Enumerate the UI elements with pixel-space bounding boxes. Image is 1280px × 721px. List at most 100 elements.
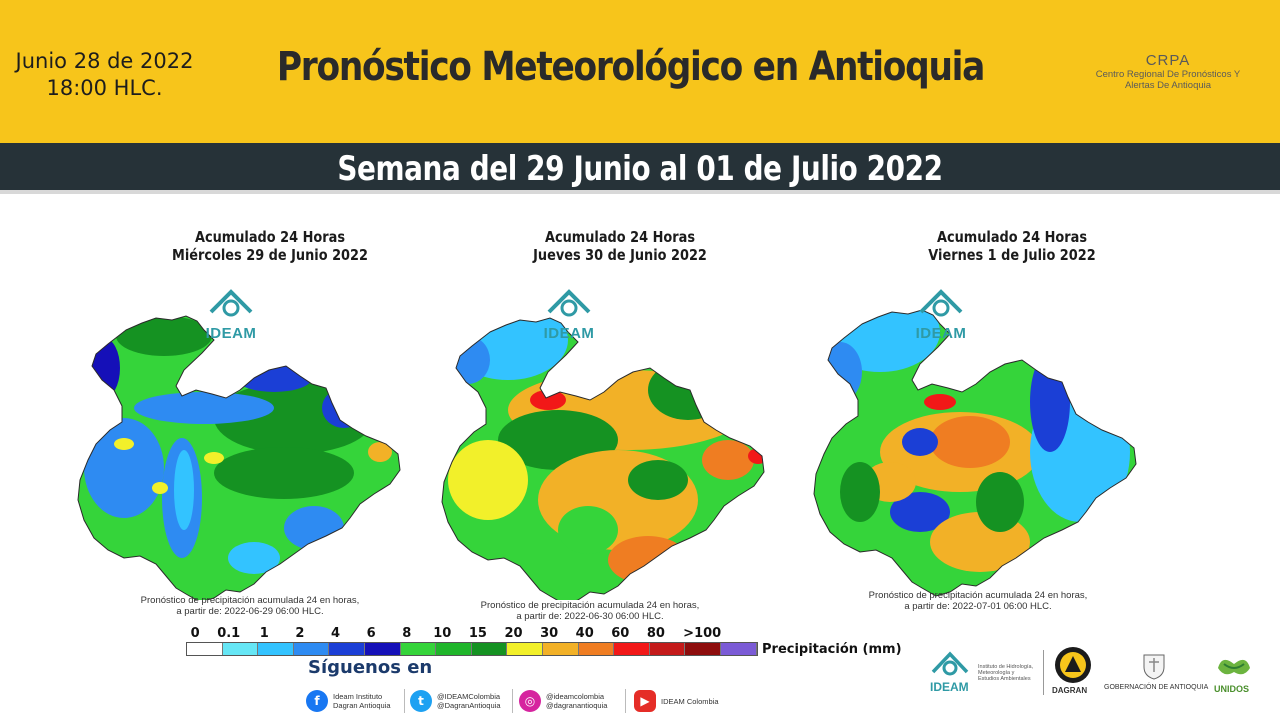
- scale-color-cell: [578, 643, 615, 655]
- twitter-icon[interactable]: t: [410, 690, 432, 712]
- social-handle: @IDEAMColombia: [437, 692, 501, 701]
- scale-tick-label: >100: [683, 626, 722, 641]
- scale-color-cell: [400, 643, 437, 655]
- map-note-line: Pronóstico de precipitación acumulada 24…: [140, 595, 360, 606]
- social-twitter[interactable]: t @IDEAMColombia @DagranAntioquia: [410, 687, 501, 715]
- header-banner: Junio 28 de 2022 18:00 HLC. Pronóstico M…: [0, 0, 1280, 143]
- map-note-1: Pronóstico de precipitación acumulada 24…: [70, 595, 430, 617]
- scale-labels: 0 0.1 1 2 4 6 8 10 15 20 30 40 60 80 >100: [186, 626, 756, 642]
- map-date-line: Jueves 30 de Junio 2022: [533, 246, 707, 264]
- map-note-line: a partir de: 2022-07-01 06:00 HLC.: [904, 601, 1052, 612]
- scale-color-cell: [293, 643, 330, 655]
- map-title-line: Acumulado 24 Horas: [936, 228, 1087, 246]
- youtube-icon[interactable]: ▶: [634, 690, 656, 712]
- map-title-line: Acumulado 24 Horas: [194, 228, 345, 246]
- map-note-line: a partir de: 2022-06-30 06:00 HLC.: [516, 611, 664, 622]
- scale-tick-label: 60: [611, 626, 630, 641]
- map-note-line: a partir de: 2022-06-29 06:00 HLC.: [176, 606, 324, 617]
- crpa-name-line: Alertas De Antioquia: [1124, 80, 1212, 91]
- ideam-subtitle-line: Estudios Ambientales: [978, 676, 1031, 682]
- scale-tick-label: 4: [330, 626, 341, 641]
- coat-of-arms-icon: [1143, 654, 1165, 680]
- forecast-map-panel-2: Acumulado 24 Horas Jueves 30 de Junio 20…: [418, 200, 778, 630]
- logo-divider: [1043, 650, 1044, 695]
- map-date-line: Miércoles 29 de Junio 2022: [172, 246, 368, 264]
- unidos-logo-label: UNIDOS: [1214, 684, 1250, 694]
- map-note-line: Pronóstico de precipitación acumulada 24…: [868, 590, 1088, 601]
- scale-color-cell: [685, 643, 721, 655]
- issue-time-line: 18:00 HLC.: [46, 76, 163, 100]
- social-divider: [404, 689, 405, 713]
- social-instagram[interactable]: ◎ @ideamcolombia @dagranantioquia: [519, 687, 607, 715]
- scale-tick-label: 1: [259, 626, 269, 641]
- social-youtube[interactable]: ▶ IDEAM Colombia: [634, 687, 719, 715]
- social-text: IDEAM Colombia: [661, 697, 719, 706]
- scale-color-cell: [471, 643, 508, 655]
- ideam-watermark-label: IDEAM: [543, 325, 595, 342]
- ideam-subtitle-line: Instituto de Hidrología,: [978, 664, 1034, 670]
- scale-color-cell: [542, 643, 579, 655]
- forecast-map-panel-1: Acumulado 24 Horas Miércoles 29 de Junio…: [50, 200, 410, 630]
- week-banner: Semana del 29 Junio al 01 de Julio 2022: [0, 143, 1280, 194]
- social-text: @IDEAMColombia @DagranAntioquia: [437, 692, 501, 710]
- follow-us-label: Síguenos en: [308, 657, 433, 678]
- social-divider: [625, 689, 626, 713]
- scale-color-cell: [258, 643, 294, 655]
- scale-color-cell: [720, 643, 757, 655]
- scale-tick-label: 2: [295, 626, 305, 641]
- scale-tick-label: 0.1: [217, 626, 241, 641]
- ideam-watermark: IDEAM: [196, 286, 266, 346]
- scale-tick-label: 20: [504, 626, 523, 641]
- ideam-subtitle-line: Meteorología y: [978, 670, 1015, 676]
- social-text: Ideam Instituto Dagran Antioquia: [333, 692, 391, 710]
- scale-color-cell: [222, 643, 259, 655]
- crpa-label: CRPA Centro Regional De Pronósticos Y Al…: [1088, 52, 1248, 91]
- dagran-logo-icon: [1055, 647, 1091, 683]
- social-handle: @dagranantioquia: [546, 701, 608, 710]
- map-date-line: Viernes 1 de Julio 2022: [928, 246, 1096, 264]
- precipitation-map-3: [813, 309, 1137, 597]
- scale-tick-label: 40: [575, 626, 594, 641]
- scale-color-cell: [364, 643, 401, 655]
- scale-color-bar: [186, 642, 758, 656]
- precipitation-map-1: [77, 315, 401, 600]
- instagram-icon[interactable]: ◎: [519, 690, 541, 712]
- social-handle: @DagranAntioquia: [437, 701, 501, 710]
- scale-color-cell: [614, 643, 650, 655]
- map-title-2: Acumulado 24 Horas Jueves 30 de Junio 20…: [465, 228, 775, 264]
- page-title: Pronóstico Meteorológico en Antioquia: [276, 44, 986, 90]
- scale-tick-label: 0: [190, 626, 200, 641]
- scale-color-cell: [187, 643, 223, 655]
- precipitation-map-2: [441, 317, 765, 600]
- ideam-watermark: IDEAM: [534, 286, 604, 346]
- map-note-line: Pronóstico de precipitación acumulada 24…: [480, 600, 700, 611]
- facebook-icon[interactable]: f: [306, 690, 328, 712]
- ideam-logo-label: IDEAM: [930, 680, 969, 694]
- scale-color-cell: [329, 643, 365, 655]
- ideam-logo-icon: [209, 289, 253, 317]
- scale-color-cell: [507, 643, 543, 655]
- week-banner-text: Semana del 29 Junio al 01 de Julio 2022: [337, 149, 943, 189]
- issue-date-line: Junio 28 de 2022: [15, 49, 194, 73]
- crpa-name-line: Centro Regional De Pronósticos Y: [1095, 69, 1241, 80]
- scale-color-cell: [436, 643, 472, 655]
- map-title-3: Acumulado 24 Horas Viernes 1 de Julio 20…: [857, 228, 1167, 264]
- social-handle: @ideamcolombia: [546, 692, 605, 701]
- social-facebook[interactable]: f Ideam Instituto Dagran Antioquia: [306, 687, 391, 715]
- crpa-abbreviation: CRPA: [1145, 52, 1191, 69]
- ideam-logo-icon: [547, 289, 591, 317]
- scale-tick-label: 80: [646, 626, 665, 641]
- forecast-map-panel-3: Acumulado 24 Horas Viernes 1 de Julio 20…: [800, 200, 1160, 630]
- social-handle: Ideam Instituto: [333, 692, 383, 701]
- ideam-logo-icon: [919, 289, 963, 317]
- map-note-2: Pronóstico de precipitación acumulada 24…: [410, 600, 770, 622]
- ideam-watermark-label: IDEAM: [205, 325, 257, 342]
- ideam-logo-subtitle: Instituto de Hidrología, Meteorología y …: [978, 664, 1033, 682]
- scale-tick-label: 10: [433, 626, 452, 641]
- social-handle: Dagran Antioquia: [333, 701, 391, 710]
- unidos-logo-icon: [1218, 659, 1250, 675]
- social-text: @ideamcolombia @dagranantioquia: [546, 692, 607, 710]
- scale-tick-label: 6: [366, 626, 376, 641]
- precipitation-scale: 0 0.1 1 2 4 6 8 10 15 20 30 40 60 80 >100 Precipitació…: [186, 626, 902, 657]
- scale-unit-label: Precipitación (mm): [762, 642, 902, 657]
